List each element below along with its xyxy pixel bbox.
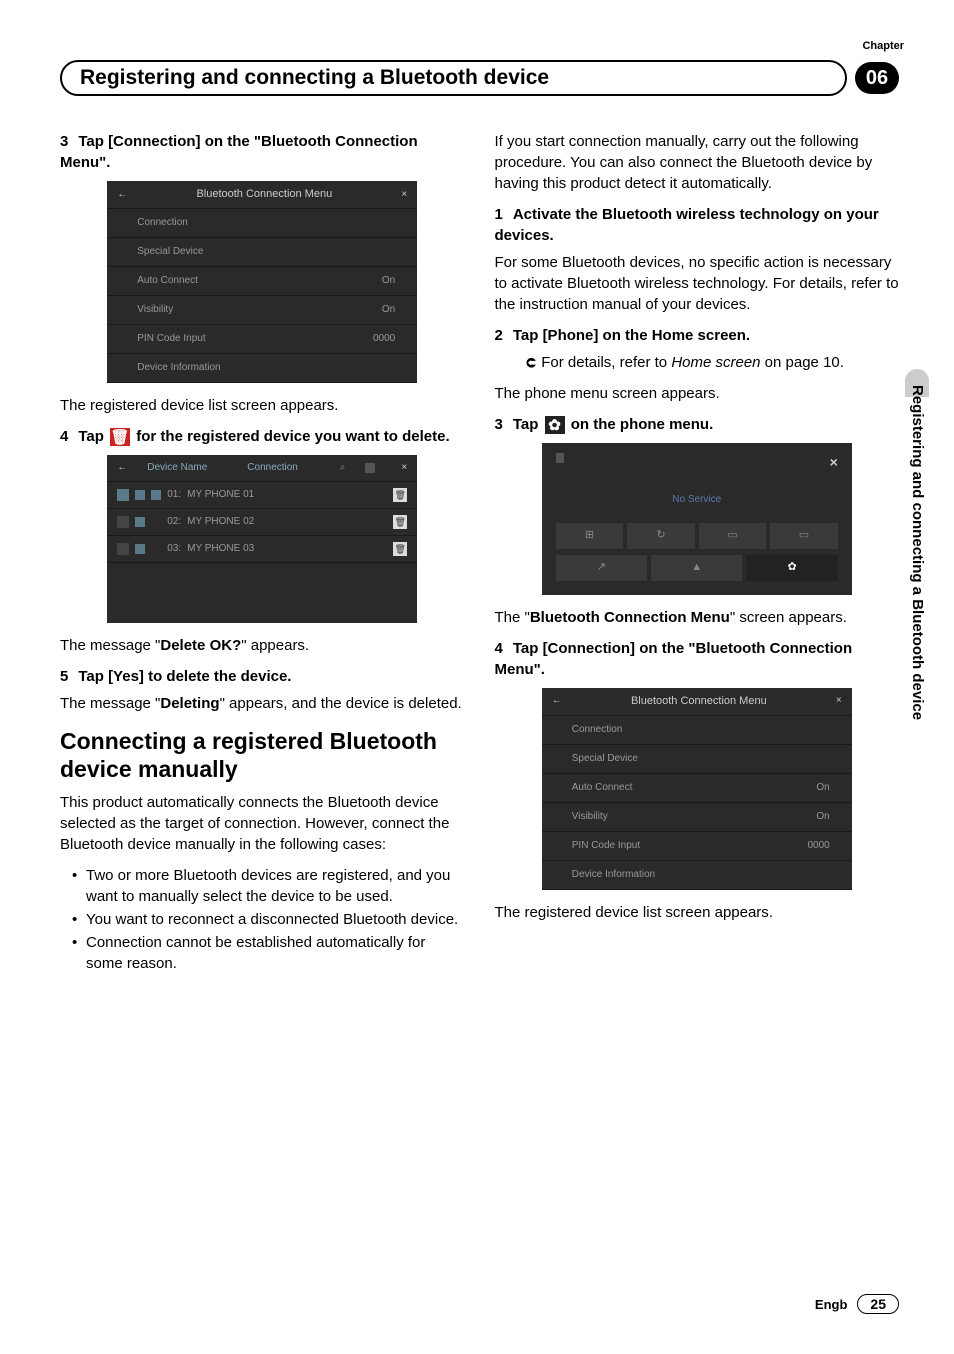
menu-row-connection[interactable]: Connection [107,209,417,238]
menu-row-visibility[interactable]: VisibilityOn [542,803,852,832]
menu-row-visibility[interactable]: VisibilityOn [107,296,417,325]
device-row-1[interactable]: 01: MY PHONE 01 🗑 [107,482,417,509]
call-button[interactable]: ↗ [556,555,647,581]
no-service-label: No Service [556,473,838,523]
close-icon[interactable]: × [401,461,407,475]
bullet-1: Two or more Bluetooth devices are regist… [72,865,465,907]
checkbox-icon[interactable] [117,489,129,501]
back-icon[interactable]: ← [117,188,127,202]
r-step-1-body: For some Bluetooth devices, no specific … [495,252,900,315]
bt-menu-title: Bluetooth Connection Menu [127,187,401,202]
device-row-2[interactable]: 02: MY PHONE 02 🗑 [107,509,417,536]
delete-icon[interactable]: 🗑 [393,515,407,529]
device-list-screenshot: ← Device Name Connection ⌕ × 01: MY PHON… [107,455,417,623]
phone-icon [135,490,145,500]
deleting-text: The message "Deleting" appears, and the … [60,693,465,714]
bt-menu-title: Bluetooth Connection Menu [562,694,836,709]
right-intro: If you start connection manually, carry … [495,131,900,194]
step-5: 5Tap [Yes] to delete the device. [60,666,465,687]
phone-menu-screenshot: × No Service ⊞ ↻ ▭ ▭ ↗ ▲ ✿ [542,443,852,595]
empty-rows [107,563,417,623]
menu-row-pin[interactable]: PIN Code Input0000 [107,325,417,354]
bt-menu-screenshot: ← Bluetooth Connection Menu × Connection… [107,181,417,383]
r-step-1: 1Activate the Bluetooth wireless technol… [495,204,900,246]
menu-row-auto[interactable]: Auto ConnectOn [542,774,852,803]
contacts-button[interactable]: ▭ [699,523,767,549]
trash-icon: 🗑 [110,428,130,446]
back-icon[interactable]: ← [552,694,562,708]
r-after-ss: The registered device list screen appear… [495,902,900,923]
contacts-icon [151,490,161,500]
side-tab: Registering and connecting a Bluetooth d… [909,375,926,720]
menu-row-special[interactable]: Special Device [107,238,417,267]
title-bar: Registering and connecting a Bluetooth d… [60,60,899,96]
device-row-3[interactable]: 03: MY PHONE 03 🗑 [107,536,417,563]
menu-row-info[interactable]: Device Information [107,354,417,383]
delete-icon[interactable]: 🗑 [393,488,407,502]
bt-menu-screenshot-2: ← Bluetooth Connection Menu × Connection… [542,688,852,890]
delete-icon[interactable]: 🗑 [393,542,407,556]
voicemail-button[interactable]: ▭ [770,523,838,549]
menu-row-info[interactable]: Device Information [542,861,852,890]
signal-icon [556,453,564,463]
left-column: 3Tap [Connection] on the "Bluetooth Conn… [60,131,465,984]
footer: Engb 25 [815,1294,899,1314]
redial-button[interactable]: ↻ [627,523,695,549]
search-icon[interactable]: ⌕ [340,461,346,475]
checkbox-icon[interactable] [117,543,129,555]
bullet-list: Two or more Bluetooth devices are regist… [60,865,465,974]
close-icon[interactable]: × [836,694,842,708]
r-step-2: 2Tap [Phone] on the Home screen. [495,325,900,346]
menu-row-auto[interactable]: Auto ConnectOn [107,267,417,296]
dialpad-button[interactable]: ⊞ [556,523,624,549]
col-connection: Connection [247,461,298,475]
chapter-label: Chapter [862,40,904,52]
step-4: 4Tap 🗑 for the registered device you wan… [60,426,465,447]
chapter-badge: 06 [855,62,899,94]
gear-icon: ✿ [545,416,565,434]
menu-row-connection[interactable]: Connection [542,716,852,745]
reference-icon: ➲ [525,352,538,373]
filter-icon[interactable] [365,463,375,473]
mute-button[interactable]: ▲ [651,555,742,581]
bt-menu-appears: The "Bluetooth Connection Menu" screen a… [495,607,900,628]
settings-button[interactable]: ✿ [746,555,837,581]
back-icon[interactable]: ← [117,461,127,475]
text-after-ss1: The registered device list screen appear… [60,395,465,416]
delete-ok-text: The message "Delete OK?" appears. [60,635,465,656]
close-icon[interactable]: × [401,188,407,202]
step-3: 3Tap [Connection] on the "Bluetooth Conn… [60,131,465,173]
r-step-2-body: The phone menu screen appears. [495,383,900,404]
page-title: Registering and connecting a Bluetooth d… [80,66,827,90]
checkbox-icon[interactable] [117,516,129,528]
section-intro: This product automatically connects the … [60,792,465,855]
r-step-3: 3Tap ✿ on the phone menu. [495,414,900,435]
col-device-name: Device Name [147,461,207,475]
phone-icon [135,517,145,527]
menu-row-pin[interactable]: PIN Code Input0000 [542,832,852,861]
section-heading: Connecting a registered Bluetooth device… [60,728,465,783]
menu-row-special[interactable]: Special Device [542,745,852,774]
close-icon[interactable]: × [830,453,838,473]
r-step-4: 4Tap [Connection] on the "Bluetooth Conn… [495,638,900,680]
r-step-2-ref: ➲ For details, refer to Home screen on p… [495,352,900,373]
page-number: 25 [857,1294,899,1314]
title-pill: Registering and connecting a Bluetooth d… [60,60,847,96]
right-column: If you start connection manually, carry … [495,131,900,984]
bullet-3: Connection cannot be established automat… [72,932,465,974]
bullet-2: You want to reconnect a disconnected Blu… [72,909,465,930]
footer-lang: Engb [815,1297,848,1312]
phone-icon [135,544,145,554]
